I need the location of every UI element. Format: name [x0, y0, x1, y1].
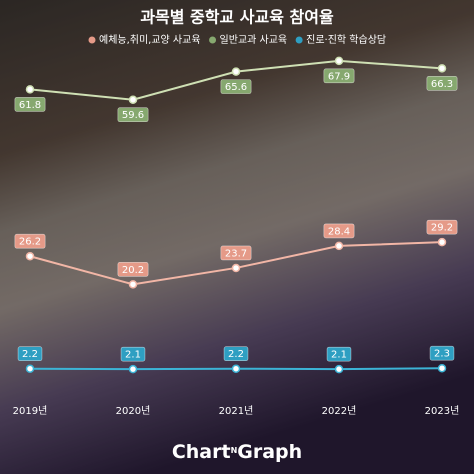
point-marker: [25, 364, 35, 373]
value-label-bg: [14, 233, 46, 249]
legend-dot: [88, 36, 96, 44]
value-label-bg: [429, 345, 455, 361]
value-label: 59.6: [122, 110, 144, 121]
legend: 예체능,취미,교양 사교육 일반교과 사교육 진로·진학 학습상담: [88, 34, 386, 46]
legend-dot: [209, 36, 217, 44]
value-label-bg: [17, 346, 43, 361]
point-marker: [334, 56, 344, 66]
value-label: 28.4: [328, 226, 350, 237]
value-label: 2.1: [125, 350, 141, 361]
value-label-bg: [220, 79, 252, 94]
value-label: 2.3: [434, 349, 450, 360]
x-tick-label: 2022년: [322, 405, 357, 417]
point-marker: [334, 241, 344, 251]
point-marker: [231, 263, 241, 273]
value-label-bg: [426, 76, 458, 91]
value-label: 26.2: [19, 237, 41, 248]
value-label: 67.9: [328, 71, 350, 82]
point-marker: [437, 363, 447, 373]
point-marker: [231, 67, 241, 76]
value-label: 20.2: [122, 265, 144, 276]
point-marker: [128, 280, 138, 289]
value-label-bg: [326, 346, 352, 362]
plot: 2019년 2020년 2021년 2022년 2023년 26.2 20.2 23.7 28.…: [13, 56, 460, 417]
value-label: 29.2: [431, 223, 453, 234]
value-label-bg: [323, 223, 355, 239]
legend-label: 진로·진학 학습상담: [306, 34, 386, 46]
x-tick-label: 2020년: [116, 405, 151, 417]
value-label: 66.3: [431, 79, 453, 90]
point-marker: [25, 85, 35, 94]
legend-dot: [295, 36, 303, 44]
brand-right: Graph: [237, 441, 302, 463]
value-label-bg: [117, 107, 149, 123]
x-tick-label: 2023년: [425, 405, 460, 417]
value-label-bg: [426, 219, 458, 235]
point-marker: [25, 251, 35, 261]
value-label-bg: [117, 262, 149, 277]
value-label: 61.8: [19, 100, 41, 111]
value-label-bg: [223, 346, 249, 361]
point-marker: [437, 237, 447, 247]
value-label-bg: [323, 68, 355, 84]
value-label-bg: [220, 245, 252, 261]
legend-label: 예체능,취미,교양 사교육: [99, 34, 201, 46]
point-marker: [334, 364, 344, 374]
brand: ChartNGraph: [172, 441, 302, 463]
brand-left: Chart: [172, 441, 231, 463]
x-tick-label: 2021년: [219, 405, 254, 417]
value-label: 2.2: [22, 349, 38, 360]
value-label: 23.7: [225, 248, 247, 259]
value-label: 2.2: [228, 349, 244, 360]
value-label: 65.6: [225, 82, 247, 93]
chart-title: 과목별 중학교 사교육 참여율: [140, 8, 334, 27]
value-label: 2.1: [331, 350, 347, 361]
legend-label: 일반교과 사교육: [220, 34, 288, 46]
point-marker: [231, 364, 241, 373]
brand-middle: N: [231, 446, 238, 455]
x-tick-label: 2019년: [13, 405, 48, 417]
point-marker: [128, 95, 138, 104]
point-marker: [128, 364, 138, 374]
value-label-bg: [14, 97, 46, 112]
value-label-bg: [120, 346, 146, 362]
point-marker: [437, 64, 447, 73]
